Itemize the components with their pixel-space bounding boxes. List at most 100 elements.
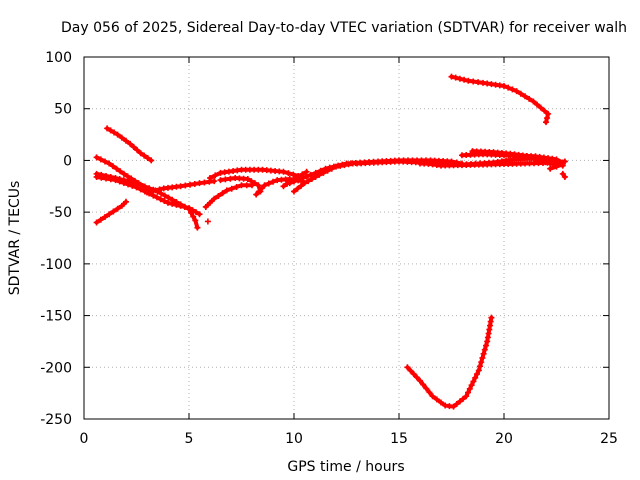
data-point bbox=[517, 90, 524, 97]
data-point bbox=[320, 169, 327, 176]
data-point bbox=[472, 374, 479, 381]
x-axis-label: GPS time / hours bbox=[287, 459, 404, 475]
data-point bbox=[253, 191, 260, 198]
data-point bbox=[116, 178, 123, 185]
data-point bbox=[144, 155, 151, 162]
data-point bbox=[190, 213, 197, 220]
data-point bbox=[186, 205, 192, 212]
data-point bbox=[207, 175, 213, 182]
data-point bbox=[479, 354, 486, 361]
data-point bbox=[433, 396, 440, 403]
series-line bbox=[94, 171, 200, 230]
data-point bbox=[148, 157, 155, 164]
data-point bbox=[117, 168, 124, 175]
data-point bbox=[480, 350, 487, 357]
data-point bbox=[181, 203, 188, 210]
data-point bbox=[228, 185, 235, 192]
data-point bbox=[456, 75, 463, 82]
data-point bbox=[513, 88, 520, 95]
data-point bbox=[104, 125, 111, 132]
data-point bbox=[102, 158, 108, 165]
data-point bbox=[553, 158, 560, 165]
data-point bbox=[413, 374, 420, 381]
series-track-6 bbox=[144, 178, 218, 196]
y-tick-label: -50 bbox=[49, 205, 72, 221]
y-tick-label: -150 bbox=[40, 309, 72, 325]
data-point bbox=[423, 385, 430, 392]
series-track-12 bbox=[291, 160, 356, 195]
data-point bbox=[477, 363, 483, 370]
y-tick-label: 100 bbox=[45, 50, 72, 66]
data-point bbox=[129, 182, 136, 189]
series-track-22 bbox=[204, 218, 211, 225]
grid bbox=[84, 57, 609, 419]
data-point bbox=[243, 182, 250, 189]
data-point bbox=[543, 119, 549, 126]
data-point bbox=[265, 180, 272, 187]
data-point bbox=[488, 314, 495, 321]
data-point bbox=[248, 178, 255, 185]
series-track-17 bbox=[469, 148, 564, 167]
data-point bbox=[299, 171, 306, 178]
data-point bbox=[429, 393, 436, 400]
data-point bbox=[547, 165, 554, 172]
data-point bbox=[150, 192, 157, 199]
series-track-5 bbox=[93, 173, 203, 218]
series-track-7 bbox=[202, 182, 255, 210]
data-point bbox=[97, 156, 104, 163]
data-point bbox=[123, 198, 129, 205]
data-point bbox=[169, 200, 176, 207]
data-point bbox=[233, 183, 240, 190]
data-point bbox=[453, 401, 460, 408]
data-point bbox=[192, 217, 199, 224]
data-point bbox=[452, 74, 459, 81]
x-tick-label: 5 bbox=[185, 431, 194, 447]
data-point bbox=[207, 199, 213, 206]
data-point bbox=[110, 208, 117, 215]
data-point bbox=[106, 160, 113, 167]
y-tick-label: -200 bbox=[40, 360, 72, 376]
data-point bbox=[255, 182, 262, 189]
data-point bbox=[134, 147, 141, 154]
data-point bbox=[156, 186, 163, 193]
data-point bbox=[256, 188, 262, 195]
series-track-18 bbox=[547, 158, 568, 172]
series-track-9 bbox=[217, 175, 264, 195]
data-point bbox=[165, 199, 171, 206]
x-tick-label: 20 bbox=[495, 431, 513, 447]
data-point bbox=[106, 211, 113, 218]
data-point bbox=[261, 182, 268, 189]
data-point bbox=[153, 194, 160, 201]
data-point bbox=[544, 115, 551, 122]
x-tick-label: 10 bbox=[285, 431, 303, 447]
data-point bbox=[537, 104, 544, 111]
data-point bbox=[189, 207, 196, 214]
data-point bbox=[133, 184, 140, 191]
series-track-19 bbox=[559, 170, 568, 180]
series-track-15 bbox=[417, 155, 566, 169]
data-point bbox=[295, 173, 302, 180]
data-point bbox=[468, 382, 475, 389]
data-point bbox=[541, 107, 548, 114]
data-point bbox=[287, 178, 294, 185]
data-point bbox=[280, 183, 287, 190]
data-point bbox=[93, 219, 100, 226]
data-point bbox=[532, 154, 539, 161]
data-point bbox=[448, 73, 455, 80]
data-point bbox=[426, 389, 433, 396]
data-point bbox=[161, 192, 168, 199]
data-point bbox=[474, 371, 480, 378]
data-point bbox=[177, 202, 184, 209]
data-point bbox=[223, 187, 230, 194]
data-point bbox=[530, 98, 537, 105]
data-point bbox=[211, 195, 218, 202]
data-point bbox=[438, 399, 444, 406]
data-point bbox=[194, 224, 201, 231]
data-point bbox=[324, 167, 331, 174]
data-point bbox=[158, 190, 165, 197]
data-point bbox=[212, 172, 219, 179]
data-point bbox=[113, 165, 120, 172]
data-point bbox=[114, 205, 121, 212]
plot-frame bbox=[83, 56, 610, 420]
data-point bbox=[308, 176, 315, 183]
